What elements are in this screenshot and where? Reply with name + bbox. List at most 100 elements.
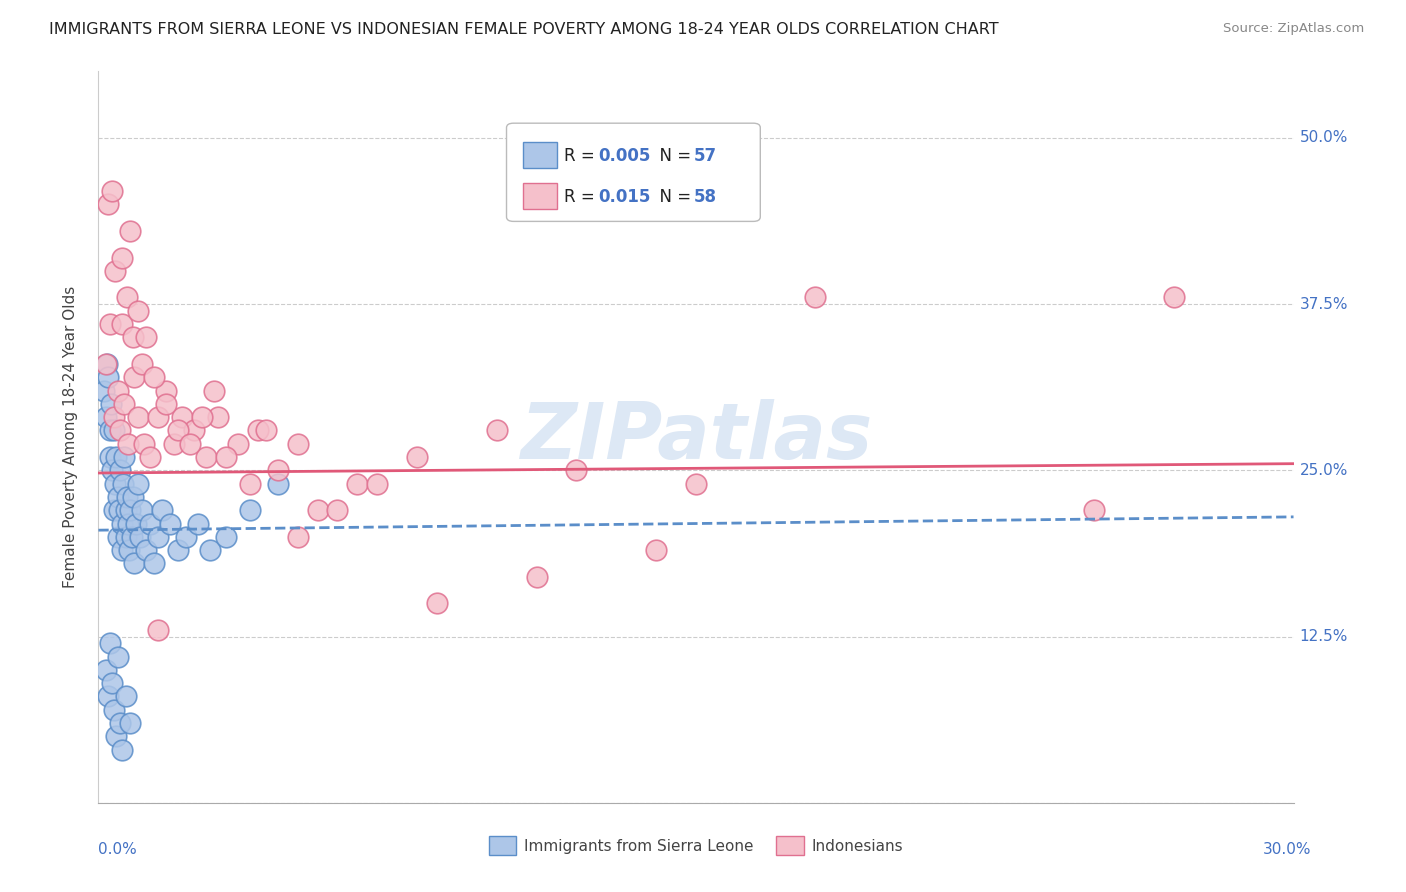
Point [485, 424, 508, 438]
Point [366, 476, 388, 491]
Point [115, 690, 138, 704]
Point [110, 463, 132, 477]
Point [685, 476, 707, 491]
Text: 50.0%: 50.0% [1299, 130, 1348, 145]
Point [167, 424, 190, 438]
Point [326, 503, 349, 517]
Point [526, 570, 548, 584]
Point [110, 424, 132, 438]
Point [94, 410, 117, 425]
Text: N =: N = [648, 147, 696, 165]
Point [139, 516, 162, 531]
Point [174, 530, 197, 544]
Point [226, 436, 249, 450]
Point [94, 357, 117, 371]
Point [346, 476, 368, 491]
Point [207, 410, 229, 425]
Point [159, 516, 181, 531]
Point [127, 410, 149, 425]
Point [127, 303, 149, 318]
Point [246, 424, 269, 438]
Point [135, 543, 157, 558]
Point [124, 557, 146, 571]
Point [101, 184, 124, 198]
Point [110, 716, 132, 731]
Point [125, 516, 148, 531]
Point [120, 503, 142, 517]
Point [98, 450, 122, 464]
Point [104, 264, 127, 278]
Text: N =: N = [648, 188, 696, 206]
Point [287, 436, 309, 450]
Point [103, 503, 125, 517]
Point [105, 450, 128, 464]
Point [267, 476, 290, 491]
Text: 37.5%: 37.5% [1299, 297, 1348, 311]
Point [254, 424, 277, 438]
Point [103, 410, 125, 425]
Point [98, 424, 121, 438]
Point [112, 450, 135, 464]
Point [117, 436, 139, 450]
Point [307, 503, 329, 517]
Point [198, 543, 221, 558]
Point [115, 290, 138, 304]
Point [150, 503, 173, 517]
Y-axis label: Female Poverty Among 18-24 Year Olds: Female Poverty Among 18-24 Year Olds [63, 286, 77, 588]
Point [103, 703, 125, 717]
Point [645, 543, 668, 558]
Point [565, 463, 588, 477]
Point [122, 330, 145, 344]
Point [97, 370, 120, 384]
Point [406, 450, 429, 464]
Point [98, 636, 122, 650]
Point [172, 410, 194, 425]
Point [108, 503, 131, 517]
Point [103, 424, 125, 438]
Text: 25.0%: 25.0% [1299, 463, 1348, 478]
Point [107, 490, 129, 504]
Text: IMMIGRANTS FROM SIERRA LEONE VS INDONESIAN FEMALE POVERTY AMONG 18-24 YEAR OLDS : IMMIGRANTS FROM SIERRA LEONE VS INDONESI… [49, 22, 998, 37]
Legend: Immigrants from Sierra Leone, Indonesians: Immigrants from Sierra Leone, Indonesian… [482, 830, 910, 861]
Point [107, 649, 129, 664]
Point [215, 450, 238, 464]
Point [148, 530, 170, 544]
Point [101, 463, 124, 477]
Point [124, 370, 146, 384]
Point [131, 503, 153, 517]
Point [804, 290, 827, 304]
Point [127, 476, 149, 491]
Point [239, 503, 262, 517]
Point [105, 729, 128, 743]
Point [1083, 503, 1105, 517]
Point [114, 503, 136, 517]
Point [101, 676, 124, 690]
Point [134, 436, 156, 450]
Point [143, 557, 166, 571]
Text: R =: R = [564, 147, 600, 165]
Point [111, 251, 134, 265]
Point [167, 543, 190, 558]
Point [111, 543, 134, 558]
Point [112, 476, 135, 491]
Text: 0.005: 0.005 [598, 147, 651, 165]
Point [187, 516, 209, 531]
Point [195, 450, 218, 464]
Text: 0.015: 0.015 [598, 188, 651, 206]
Point [121, 530, 143, 544]
Point [287, 530, 309, 544]
Point [139, 450, 162, 464]
Point [155, 397, 177, 411]
Point [115, 490, 138, 504]
Text: R =: R = [564, 188, 606, 206]
Point [93, 384, 115, 398]
Point [143, 370, 166, 384]
Point [118, 543, 141, 558]
Point [129, 530, 152, 544]
Point [110, 516, 132, 531]
Point [98, 317, 121, 331]
Point [115, 530, 138, 544]
Text: 57: 57 [693, 147, 717, 165]
Point [97, 690, 120, 704]
Point [111, 742, 134, 756]
